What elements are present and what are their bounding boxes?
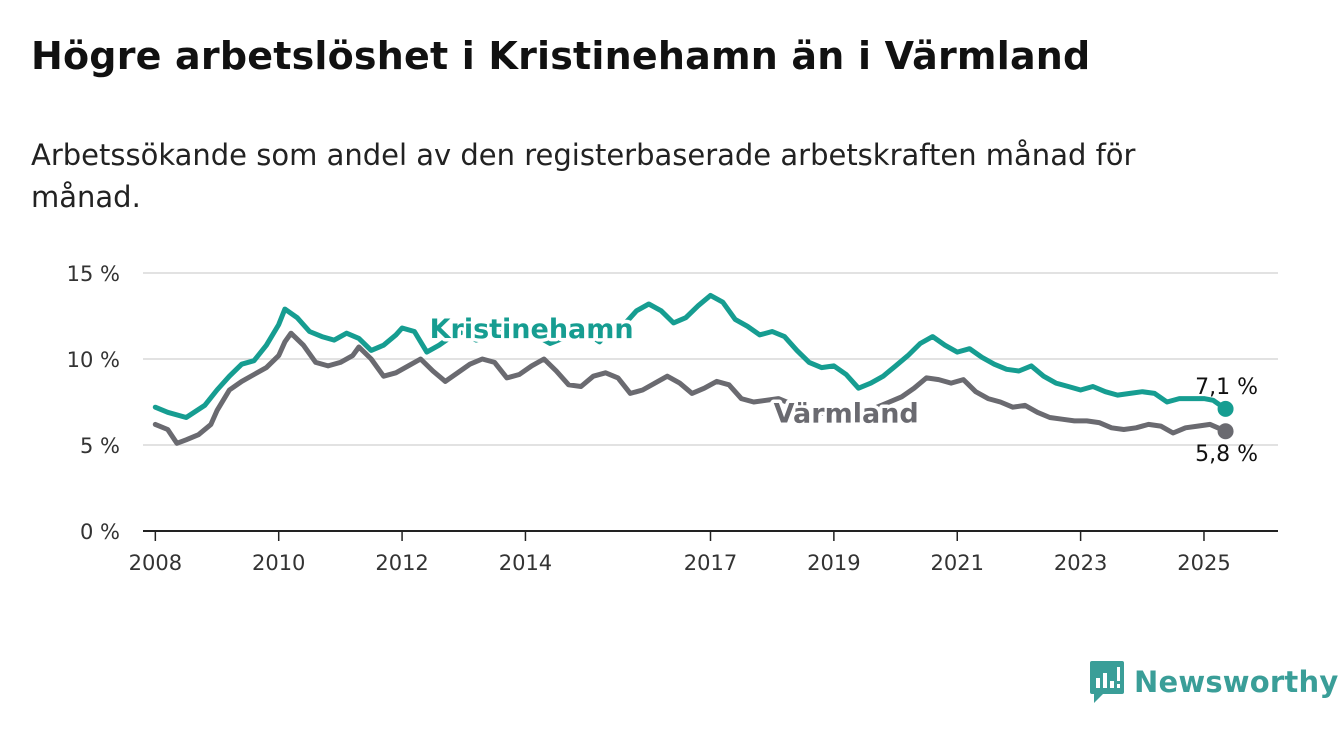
x-tick-label: 2014	[499, 551, 552, 575]
series-name-label: Värmland	[774, 398, 919, 429]
label-layer: 7,1 % 5,8 % Kristinehamn Värmland	[426, 311, 1258, 468]
grid-layer	[143, 272, 1278, 446]
series-line-värmland	[152, 330, 1229, 446]
end-value-label: 7,1 %	[1195, 375, 1258, 400]
x-tick-label: 2019	[807, 551, 860, 575]
end-point-värmland	[1217, 423, 1234, 440]
end-point-kristinehamn	[1217, 400, 1234, 417]
bar-chart-bubble-icon	[1090, 661, 1124, 703]
newsworthy-logo[interactable]: Newsworthy	[1089, 660, 1338, 704]
series-layer	[152, 292, 1234, 446]
x-tick-label: 2023	[1054, 551, 1107, 575]
chart-title: Högre arbetslöshet i Kristinehamn än i V…	[31, 34, 1091, 78]
chart-subtitle: Arbetssökande som andel av den registerb…	[31, 138, 1136, 214]
series-name-label: Kristinehamn	[430, 314, 634, 345]
x-tick-label: 2021	[931, 551, 984, 575]
x-tick-label: 2010	[252, 551, 305, 575]
series-line-kristinehamn	[152, 292, 1229, 420]
y-tick-label: 15 %	[67, 262, 120, 286]
brand-name: Newsworthy	[1134, 665, 1339, 699]
y-tick-label: 5 %	[80, 434, 120, 458]
y-tick-label: 10 %	[67, 348, 120, 372]
x-tick-label: 2017	[684, 551, 737, 575]
end-value-label: 5,8 %	[1195, 442, 1258, 467]
x-tick-label: 2012	[375, 551, 428, 575]
axis-layer: 0 % 5 % 10 % 15 % 2008 2010 2012 2014 2017 2019 20…	[67, 262, 1278, 575]
x-tick-label: 2008	[129, 551, 182, 575]
x-tick-label: 2025	[1177, 551, 1230, 575]
y-tick-label: 0 %	[80, 520, 120, 544]
